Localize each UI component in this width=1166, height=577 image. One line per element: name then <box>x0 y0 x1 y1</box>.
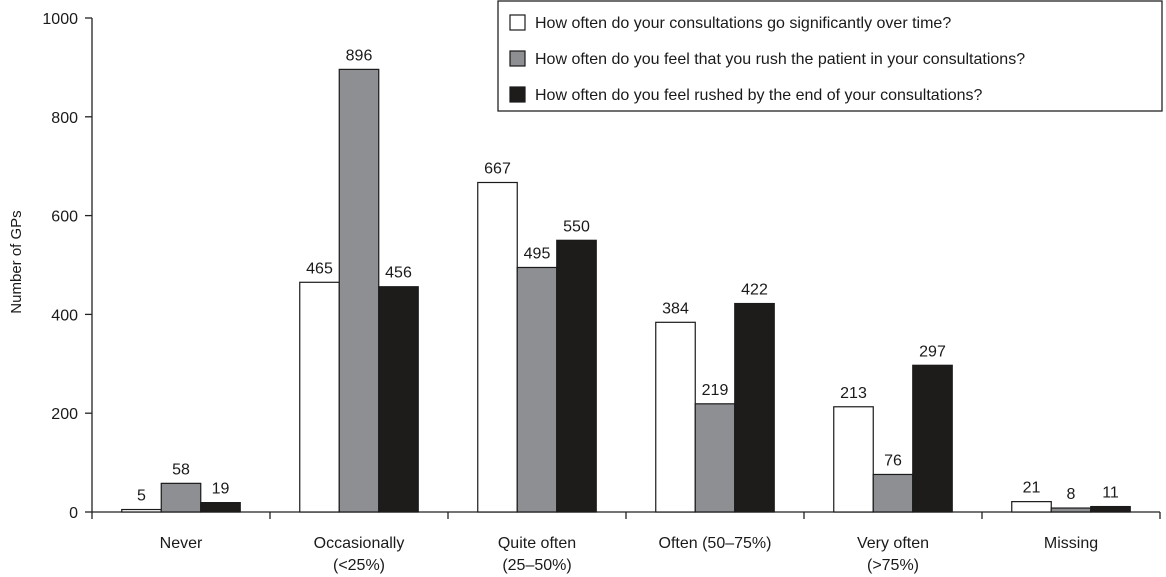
legend-swatch <box>509 50 526 67</box>
y-tick-label: 1000 <box>42 11 78 28</box>
legend-swatch <box>509 86 526 103</box>
data-label: 550 <box>563 218 590 235</box>
bar <box>338 68 380 513</box>
data-label: 896 <box>346 47 373 64</box>
axes: 0 200 400 600 800 1000 Never Occasionally (<25%)… <box>42 11 1161 574</box>
bar <box>299 281 340 513</box>
y-tick-label: 600 <box>51 209 78 226</box>
legend-label: How often do your consultations go signi… <box>535 15 951 32</box>
x-tick-label: Never <box>160 535 203 552</box>
x-tick-label: Often (50–75%) <box>659 535 772 552</box>
x-tick-label: Very often (>75%) <box>857 535 929 574</box>
bar <box>121 508 162 513</box>
bar <box>655 321 696 513</box>
data-label: 667 <box>484 161 511 178</box>
data-label: 8 <box>1067 486 1076 503</box>
bars <box>121 68 1131 513</box>
y-tick-label: 800 <box>51 110 78 127</box>
y-tick-label: 200 <box>51 406 78 423</box>
bar <box>477 181 518 513</box>
legend-swatch <box>509 14 526 31</box>
y-axis-title: Number of GPs <box>8 210 25 313</box>
data-label: 21 <box>1023 480 1041 497</box>
legend: How often do your consultations go signi… <box>497 0 1163 112</box>
data-label: 5 <box>137 488 146 505</box>
y-tick-label: 0 <box>69 505 78 522</box>
x-tick-label: Occasionally (<25%) <box>314 535 405 574</box>
bar <box>734 302 775 513</box>
data-label: 495 <box>524 245 551 262</box>
bar <box>1090 505 1131 513</box>
bar <box>872 473 914 513</box>
legend-box <box>497 0 1163 112</box>
bar <box>556 239 597 513</box>
data-label: 76 <box>884 452 902 469</box>
bar <box>694 403 736 513</box>
x-tick-label: Quite often (25–50%) <box>498 535 576 574</box>
bar <box>1011 501 1052 513</box>
data-label: 58 <box>172 461 190 478</box>
data-label: 11 <box>1102 485 1119 502</box>
x-tick-label: Missing <box>1044 535 1098 552</box>
bar <box>1050 507 1092 513</box>
data-label: 213 <box>840 385 867 402</box>
legend-label: How often do you feel rushed by the end … <box>535 87 983 104</box>
bar <box>160 482 202 513</box>
legend-label: How often do you feel that you rush the … <box>535 51 1025 68</box>
bar <box>378 286 419 513</box>
y-tick-label: 400 <box>51 307 78 324</box>
data-label: 297 <box>919 343 946 360</box>
value-labels: 5 58 19 465 896 456 667 495 550 384 219 422 213 76 297… <box>137 47 1119 504</box>
bar <box>516 266 558 513</box>
data-label: 456 <box>385 265 412 282</box>
data-label: 384 <box>662 300 689 317</box>
bar <box>833 406 874 513</box>
data-label: 19 <box>212 481 230 498</box>
data-label: 465 <box>306 260 333 277</box>
bar <box>200 502 241 513</box>
data-label: 422 <box>741 282 768 299</box>
bar <box>912 364 953 513</box>
data-label: 219 <box>702 382 729 399</box>
